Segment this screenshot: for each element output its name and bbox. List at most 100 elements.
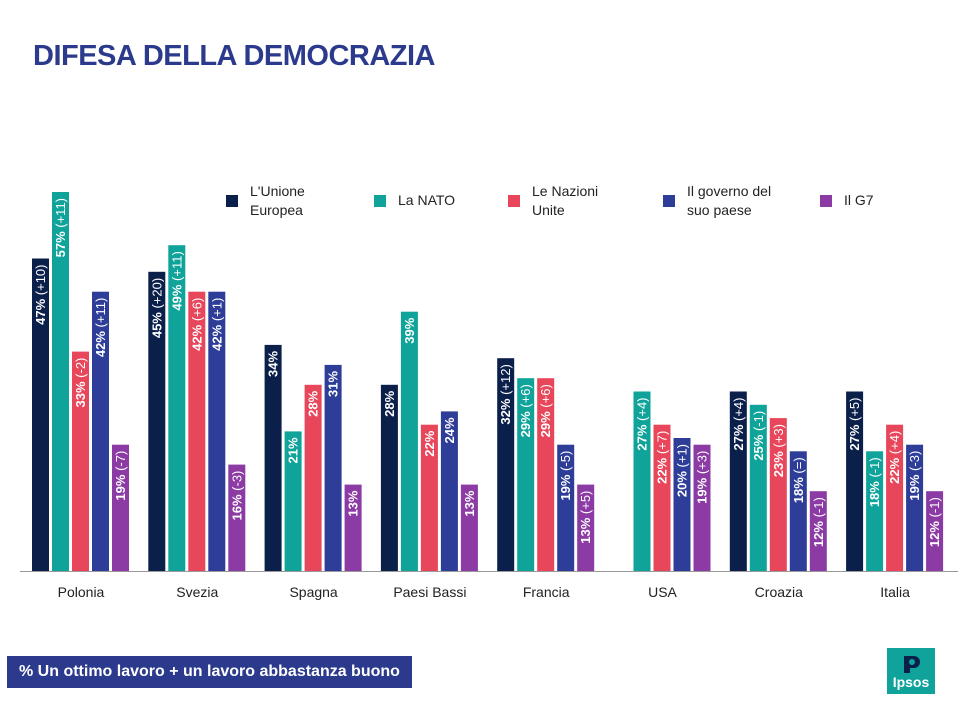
data-label-spagna-le-nazioni-unite: 28%: [306, 390, 321, 416]
data-label-polonia-la-nato: 57% (+11): [53, 198, 68, 257]
bar-svezia-il-governo-del-suo-paese: [208, 291, 226, 571]
data-label-italia-le-nazioni-unite: 22% (+4): [887, 431, 902, 484]
bar-italia-le-nazioni-unite: [886, 424, 904, 571]
data-label-svezia-il-governo-del-suo-paese: 42% (+1): [209, 298, 224, 351]
bar-spagna-il-governo-del-suo-paese: [324, 364, 342, 571]
bar-francia-l-unione-europea: [497, 358, 515, 571]
data-label-francia-la-nato: 29% (+6): [518, 384, 533, 437]
legend-item-la-nato: La NATO: [374, 182, 455, 210]
bar-paesi-bassi-le-nazioni-unite: [420, 424, 438, 571]
bar-svezia-le-nazioni-unite: [188, 291, 206, 571]
bar-francia-la-nato: [517, 378, 535, 571]
chart-legend: L'Unione Europea La NATO Le Nazioni Unite I…: [226, 182, 926, 222]
legend-swatch: [663, 195, 675, 207]
data-label-usa-il-g7: 19% (+3): [695, 451, 710, 504]
bar-francia-il-governo-del-suo-paese: [557, 444, 575, 571]
legend-swatch: [820, 195, 832, 207]
data-label-spagna-la-nato: 21%: [286, 437, 301, 463]
bar-italia-il-governo-del-suo-paese: [906, 444, 924, 571]
data-label-italia-l-unione-europea: 27% (+5): [847, 398, 862, 451]
data-label-francia-le-nazioni-unite: 29% (+6): [538, 384, 553, 437]
data-label-usa-il-governo-del-suo-paese: 20% (+1): [675, 444, 690, 497]
data-label-polonia-il-governo-del-suo-paese: 42% (+11): [93, 298, 108, 357]
page-title: DIFESA DELLA DEMOCRAZIA: [33, 40, 436, 72]
legend-label: L'Unione Europea: [250, 183, 305, 218]
legend-item-l-unione-europea: L'Unione Europea: [226, 182, 305, 220]
data-label-polonia-l-unione-europea: 47% (+10): [33, 265, 48, 325]
data-label-svezia-le-nazioni-unite: 42% (+6): [189, 298, 204, 351]
category-label-svezia: Svezia: [176, 584, 218, 600]
data-label-croazia-la-nato: 25% (-1): [751, 411, 766, 461]
data-label-spagna-il-g7: 13%: [346, 490, 361, 516]
bar-spagna-l-unione-europea: [264, 344, 282, 571]
data-label-italia-il-g7: 12% (-1): [927, 497, 942, 547]
data-label-svezia-l-unione-europea: 45% (+20): [149, 278, 164, 338]
data-label-italia-il-governo-del-suo-paese: 19% (-3): [907, 451, 922, 501]
category-label-polonia: Polonia: [58, 584, 105, 600]
bar-svezia-la-nato: [168, 245, 186, 571]
data-label-usa-la-nato: 27% (+4): [635, 398, 650, 451]
bar-italia-la-nato: [866, 451, 884, 571]
bar-italia-il-g7: [926, 491, 944, 571]
legend-swatch: [226, 195, 238, 207]
bar-croazia-la-nato: [749, 404, 767, 571]
bar-croazia-il-g7: [809, 491, 827, 571]
legend-swatch: [374, 195, 386, 207]
legend-swatch: [508, 195, 520, 207]
logo-mark-icon: [904, 656, 920, 673]
footnote-banner: % Un ottimo lavoro + un lavoro abbastanz…: [7, 656, 412, 688]
category-label-usa: USA: [648, 584, 677, 600]
data-label-paesi-bassi-l-unione-europea: 28%: [382, 390, 397, 416]
legend-item-le-nazioni-unite: Le Nazioni Unite: [508, 182, 598, 220]
data-label-paesi-bassi-le-nazioni-unite: 22%: [422, 430, 437, 456]
category-label-spagna: Spagna: [289, 584, 337, 600]
bar-svezia-l-unione-europea: [148, 271, 166, 571]
data-label-polonia-il-g7: 19% (-7): [113, 451, 128, 501]
legend-label: La NATO: [398, 192, 456, 208]
bar-spagna-il-g7: [344, 484, 362, 571]
data-label-polonia-le-nazioni-unite: 33% (-2): [73, 358, 88, 408]
bar-italia-l-unione-europea: [846, 391, 864, 571]
data-label-italia-la-nato: 18% (-1): [867, 457, 882, 507]
data-label-croazia-le-nazioni-unite: 23% (+3): [771, 424, 786, 477]
bar-paesi-bassi-l-unione-europea: [380, 384, 398, 571]
bar-spagna-le-nazioni-unite: [304, 384, 322, 571]
legend-item-il-governo-del-suo-paese: Il governo del suo paese: [663, 182, 771, 220]
bar-svezia-il-g7: [228, 464, 246, 571]
data-label-spagna-l-unione-europea: 34%: [266, 350, 281, 376]
data-label-croazia-il-governo-del-suo-paese: 18% (=): [791, 457, 806, 503]
bar-croazia-le-nazioni-unite: [769, 418, 787, 571]
bar-croazia-il-governo-del-suo-paese: [789, 451, 807, 571]
bar-spagna-la-nato: [284, 431, 302, 571]
bar-polonia-il-g7: [112, 444, 129, 571]
data-label-francia-il-g7: 13% (+5): [578, 491, 593, 544]
category-label-croazia: Croazia: [755, 584, 803, 600]
bar-francia-il-g7: [577, 484, 595, 571]
bar-croazia-l-unione-europea: [729, 391, 747, 571]
legend-label: Il governo del suo paese: [687, 183, 772, 218]
data-label-usa-le-nazioni-unite: 22% (+7): [655, 431, 670, 484]
bar-polonia-l-unione-europea: [32, 258, 49, 571]
bar-paesi-bassi-il-g7: [460, 484, 478, 571]
data-label-francia-il-governo-del-suo-paese: 19% (-5): [558, 451, 573, 501]
bar-paesi-bassi-la-nato: [400, 311, 418, 571]
bar-paesi-bassi-il-governo-del-suo-paese: [440, 411, 458, 571]
category-label-italia: Italia: [880, 584, 910, 600]
data-label-paesi-bassi-il-g7: 13%: [462, 490, 477, 516]
bar-francia-le-nazioni-unite: [537, 378, 555, 571]
bar-usa-il-g7: [693, 444, 711, 571]
data-label-svezia-la-nato: 49% (+11): [169, 251, 184, 310]
legend-label: Le Nazioni Unite: [532, 183, 599, 218]
data-label-paesi-bassi-il-governo-del-suo-paese: 24%: [442, 417, 457, 443]
data-label-francia-l-unione-europea: 32% (+12): [498, 364, 513, 424]
legend-item-il-g7: Il G7: [820, 182, 874, 210]
data-label-svezia-il-g7: 16% (-3): [229, 471, 244, 521]
data-label-croazia-il-g7: 12% (-1): [811, 497, 826, 547]
ipsos-logo: Ipsos: [887, 648, 935, 694]
bar-polonia-le-nazioni-unite: [72, 351, 89, 571]
category-label-paesi-bassi: Paesi Bassi: [393, 584, 466, 600]
bar-usa-il-governo-del-suo-paese: [673, 438, 691, 571]
bar-polonia-la-nato: [52, 192, 69, 571]
data-label-croazia-l-unione-europea: 27% (+4): [731, 398, 746, 451]
